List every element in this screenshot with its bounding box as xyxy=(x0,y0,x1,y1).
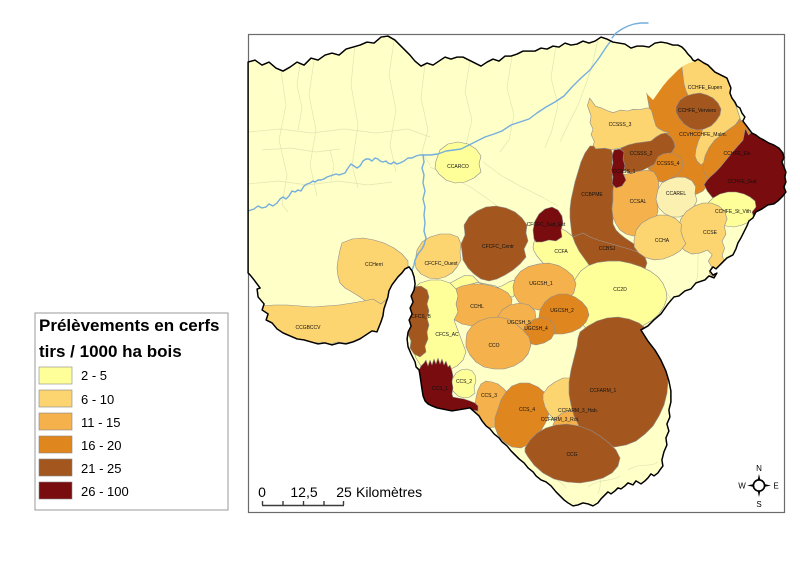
svg-text:CCS_1: CCS_1 xyxy=(432,386,448,392)
svg-text:S: S xyxy=(756,500,761,509)
svg-text:CCS_4: CCS_4 xyxy=(519,407,535,413)
svg-text:CCBSJ: CCBSJ xyxy=(599,246,616,252)
svg-text:12,5: 12,5 xyxy=(290,484,317,500)
svg-text:Kilomètres: Kilomètres xyxy=(356,484,422,500)
svg-text:CCG: CCG xyxy=(566,452,577,458)
svg-text:CCSAL: CCSAL xyxy=(630,199,647,205)
svg-text:CCARCO: CCARCO xyxy=(447,164,469,170)
svg-text:UGCSH_4: UGCSH_4 xyxy=(524,326,548,332)
svg-text:CFCFC_Ouest: CFCFC_Ouest xyxy=(424,261,458,267)
svg-text:CCVHCCHFE_Malm.: CCVHCCHFE_Malm. xyxy=(679,132,727,138)
svg-text:26 - 100: 26 - 100 xyxy=(81,484,129,499)
svg-text:N: N xyxy=(756,464,762,473)
svg-text:CCFARM_3_Hab.: CCFARM_3_Hab. xyxy=(558,408,598,414)
svg-text:CCSSS_3: CCSSS_3 xyxy=(609,122,632,128)
svg-text:CCHFE_Eupen: CCHFE_Eupen xyxy=(688,85,723,91)
svg-text:6 - 10: 6 - 10 xyxy=(81,392,114,407)
svg-text:UGCSH_2: UGCSH_2 xyxy=(550,308,574,314)
svg-text:CCSSS_4: CCSSS_4 xyxy=(657,161,680,167)
svg-text:UGCSH_5: UGCSH_5 xyxy=(507,320,531,326)
svg-text:CCGBCCV: CCGBCCV xyxy=(295,325,321,331)
svg-text:25: 25 xyxy=(336,484,352,500)
svg-text:CCHFE_St_Vith: CCHFE_St_Vith xyxy=(715,209,751,215)
svg-text:E: E xyxy=(773,482,778,491)
svg-text:CC2D: CC2D xyxy=(613,287,627,293)
svg-text:CCHFE_Els: CCHFE_Els xyxy=(724,151,751,157)
svg-text:CCSSS_1: CCSSS_1 xyxy=(613,169,636,175)
svg-text:CCO: CCO xyxy=(488,343,499,349)
svg-text:CCFA: CCFA xyxy=(554,249,568,255)
svg-text:CCHL: CCHL xyxy=(470,304,484,310)
svg-text:21 - 25: 21 - 25 xyxy=(81,461,121,476)
svg-text:CCS_2: CCS_2 xyxy=(456,379,472,385)
svg-text:CFCFC_Sud_Est: CFCFC_Sud_Est xyxy=(527,222,566,228)
svg-text:UGCSH_1: UGCSH_1 xyxy=(529,281,553,287)
svg-text:CCFARM_3_Rot.: CCFARM_3_Rot. xyxy=(541,417,580,423)
svg-text:0: 0 xyxy=(258,484,266,500)
svg-text:CCSE: CCSE xyxy=(703,230,718,236)
svg-text:CFCS_B: CFCS_B xyxy=(411,314,431,320)
svg-text:CCFARM_1: CCFARM_1 xyxy=(590,388,617,394)
svg-text:W: W xyxy=(738,482,746,491)
svg-text:CFCFC_Centr: CFCFC_Centr xyxy=(482,244,514,250)
svg-text:2 - 5: 2 - 5 xyxy=(81,368,107,383)
svg-text:CCHFE_Sud: CCHFE_Sud xyxy=(728,179,757,185)
svg-text:11 - 15: 11 - 15 xyxy=(81,415,121,430)
svg-text:tirs / 1000 ha bois: tirs / 1000 ha bois xyxy=(39,342,182,361)
svg-text:CFCS_AC: CFCS_AC xyxy=(435,332,459,338)
svg-text:CCHerri: CCHerri xyxy=(365,262,383,268)
svg-text:CCSSS_2: CCSSS_2 xyxy=(630,151,653,157)
svg-text:CCHFE_Verviers: CCHFE_Verviers xyxy=(678,108,717,114)
svg-text:CCBPME: CCBPME xyxy=(581,192,603,198)
svg-text:CCAREL: CCAREL xyxy=(666,191,687,197)
svg-text:Prélèvements en cerfs: Prélèvements en cerfs xyxy=(39,316,220,335)
svg-text:CCS_3: CCS_3 xyxy=(481,393,497,399)
svg-text:CCHA: CCHA xyxy=(655,238,670,244)
svg-text:16 - 20: 16 - 20 xyxy=(81,438,121,453)
